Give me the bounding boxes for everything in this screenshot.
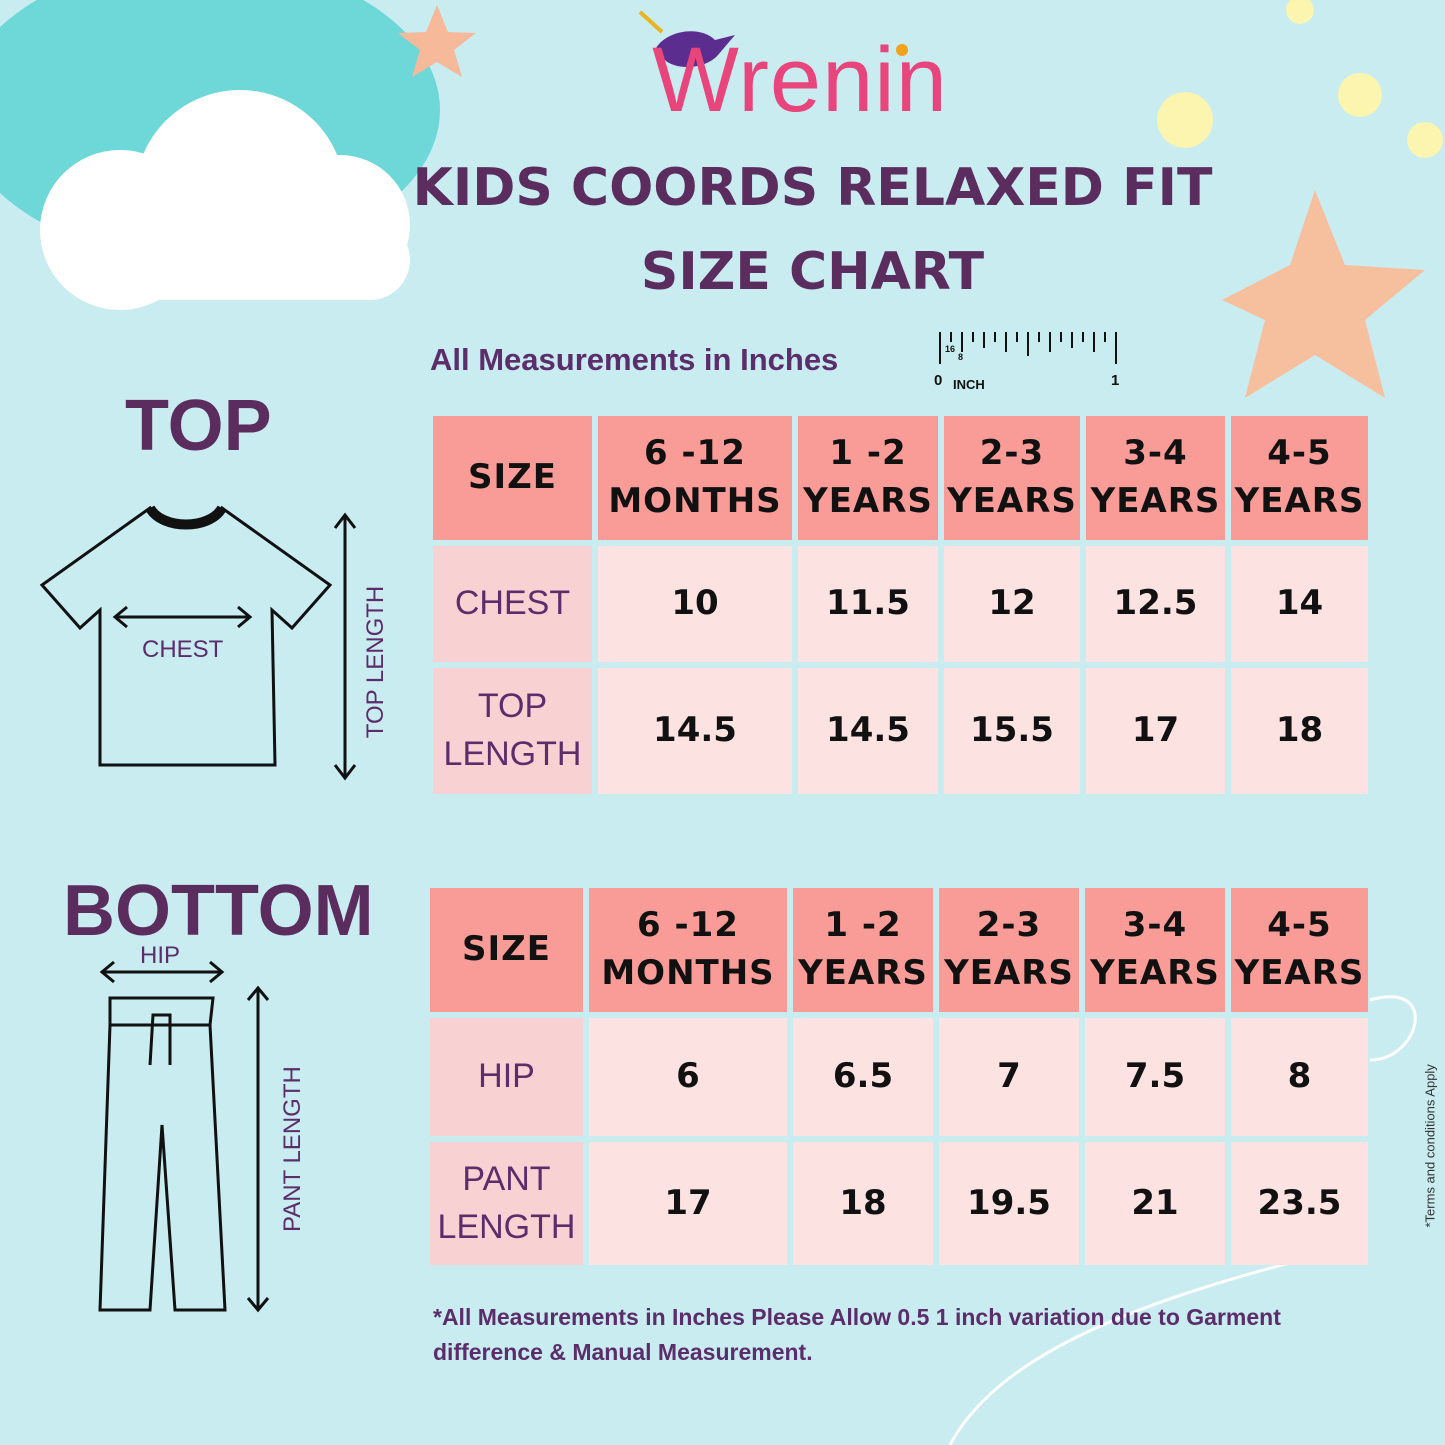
footnote: *All Measurements in Inches Please Allow… [433,1304,1281,1365]
value-cell: 19.5 [939,1142,1079,1265]
diagram-label: HIP [140,942,181,969]
header-cell: 1 -2 YEARS [798,416,938,540]
value-cell: 10 [598,546,792,662]
ruler-label: INCH [953,377,985,392]
header-cell: 4-5 YEARS [1231,416,1368,540]
row-label: HIP [430,1018,583,1136]
header-cell: 3-4 YEARS [1085,888,1225,1012]
header-cell: SIZE [430,888,583,1012]
value-cell: 23.5 [1231,1142,1368,1265]
diagram-label: CHEST [142,636,224,663]
title: SIZE CHART [640,242,985,302]
value-cell: 8 [1231,1018,1368,1136]
header-cell: 2-3 YEARS [939,888,1079,1012]
value-cell: 15.5 [944,668,1080,794]
value-cell: 14.5 [598,668,792,794]
header-cell: 6 -12 MONTHS [589,888,787,1012]
ruler-label: 0 [934,372,943,389]
subtitle: All Measurements in Inches [430,342,839,377]
section-heading: BOTTOM [63,871,374,951]
value-cell: 6 [589,1018,787,1136]
value-cell: 12 [944,546,1080,662]
value-cell: 7 [939,1018,1079,1136]
ruler-label: 8 [958,352,964,362]
header-cell: 6 -12 MONTHS [598,416,792,540]
value-cell: 7.5 [1085,1018,1225,1136]
value-cell: 6.5 [793,1018,933,1136]
header-cell: 2-3 YEARS [944,416,1080,540]
row-label: TOP LENGTH [433,668,592,794]
row-label: PANT LENGTH [430,1142,583,1265]
value-cell: 14.5 [798,668,938,794]
section-heading: TOP [125,386,272,466]
row-label: CHEST [433,546,592,662]
bottom-size-table: SIZE 6 -12 MONTHS 1 -2 YEARS 2-3 YEARS 3-4 Y… [430,888,1368,1265]
header-cell: 1 -2 YEARS [793,888,933,1012]
value-cell: 21 [1085,1142,1225,1265]
header-cell: 4-5 YEARS [1231,888,1368,1012]
terms-note: *Terms and conditions Apply [1422,1064,1438,1228]
diagram-label: PANT LENGTH [279,1066,306,1232]
title: KIDS COORDS RELAXED FIT [412,158,1213,218]
value-cell: 18 [1231,668,1368,794]
value-cell: 11.5 [798,546,938,662]
header-cell: 3-4 YEARS [1086,416,1225,540]
value-cell: 12.5 [1086,546,1225,662]
value-cell: 14 [1231,546,1368,662]
ruler-label: 1 [1111,372,1120,389]
diagram-label: TOP LENGTH [362,585,389,739]
value-cell: 17 [589,1142,787,1265]
value-cell: 18 [793,1142,933,1265]
top-size-table: SIZE 6 -12 MONTHS 1 -2 YEARS 2-3 YEARS 3-4 Y… [433,416,1368,794]
header-cell: SIZE [433,416,592,540]
brand-logo: Wrenin [652,29,948,131]
ruler-label: 16 [945,344,956,354]
value-cell: 17 [1086,668,1225,794]
